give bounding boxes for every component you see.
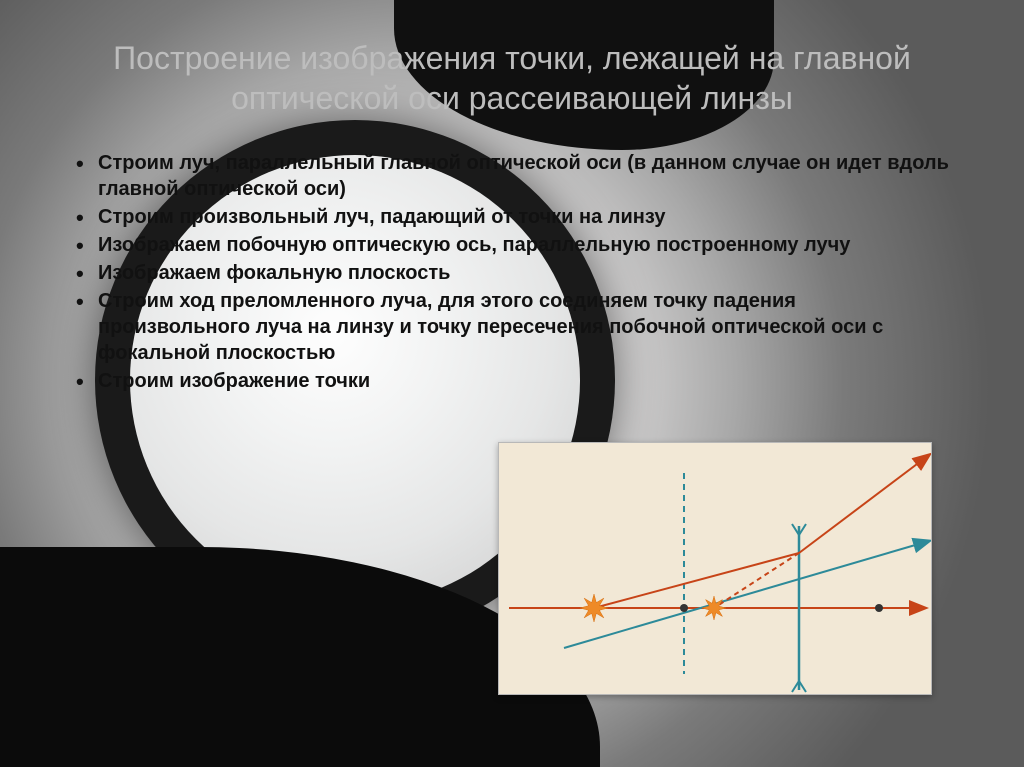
bullet-item: Строим ход преломленного луча, для этого…: [70, 288, 950, 366]
bullet-item: Строим произвольный луч, падающий от точ…: [70, 204, 950, 230]
bullet-item: Изображаем побочную оптическую ось, пара…: [70, 232, 950, 258]
optics-diagram: [498, 442, 932, 695]
slide-title: Построение изображения точки, лежащей на…: [0, 38, 1024, 118]
bullet-item: Изображаем фокальную плоскость: [70, 260, 950, 286]
bullet-item: Строим изображение точки: [70, 368, 950, 394]
slide: Построение изображения точки, лежащей на…: [0, 0, 1024, 767]
optics-diagram-svg: [499, 443, 931, 694]
bullet-item: Строим луч, параллельный главной оптичес…: [70, 150, 950, 202]
bullet-list: Строим луч, параллельный главной оптичес…: [70, 150, 950, 396]
